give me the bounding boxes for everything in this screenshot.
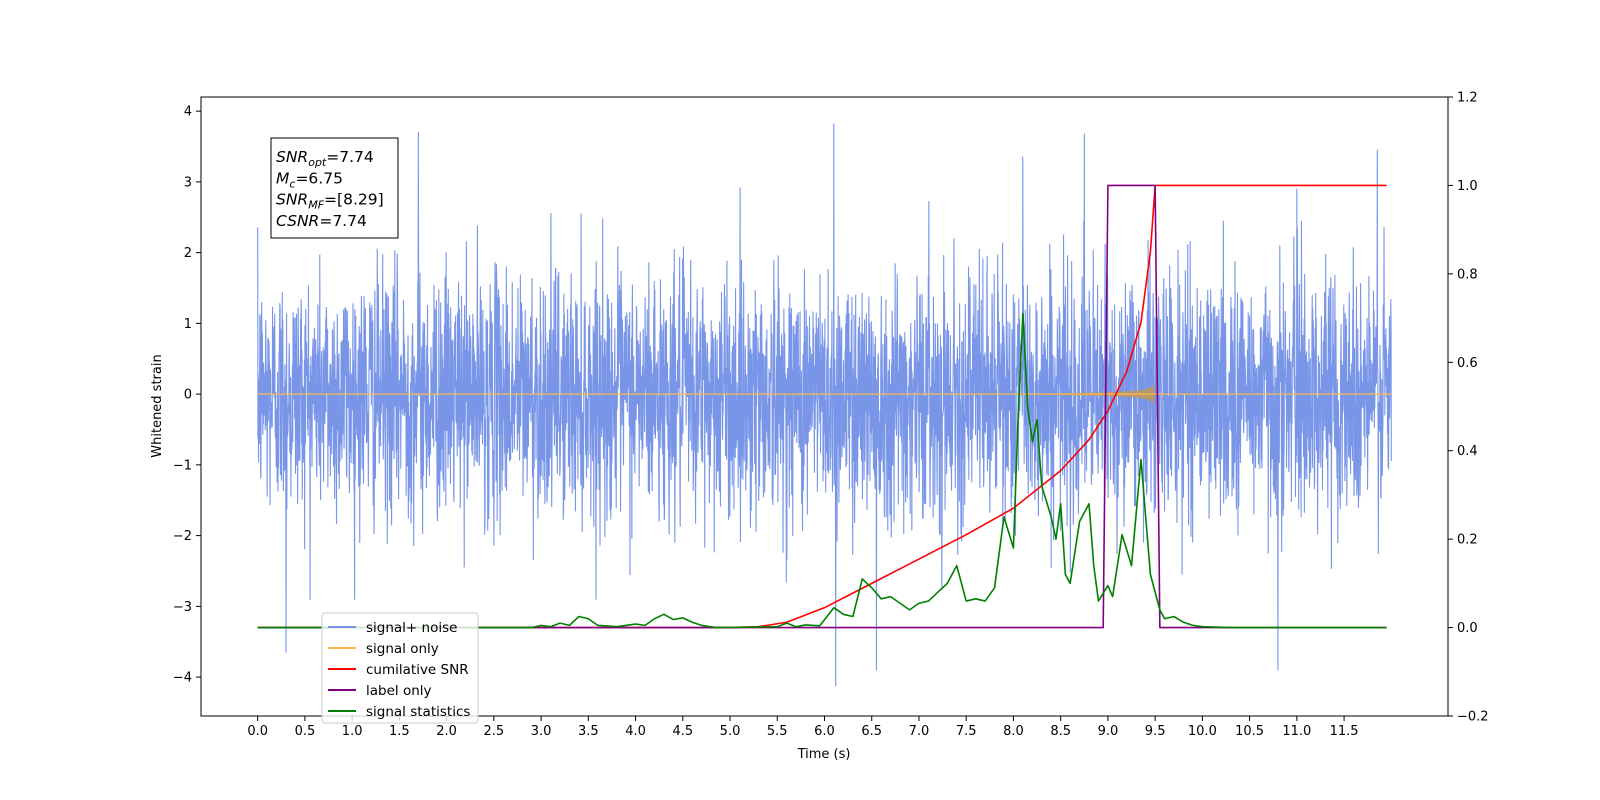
legend-label: signal+ noise (366, 620, 457, 636)
legend-label: cumilative SNR (366, 662, 469, 678)
legend-label: label only (366, 683, 432, 699)
info-line: SNRMF=[8.29] (276, 191, 384, 212)
x-tick-label: 8.0 (1003, 724, 1024, 739)
x-tick-label: 0.0 (247, 724, 268, 739)
y-tick-label: 0 (184, 388, 192, 403)
x-tick-label: 1.5 (389, 724, 410, 739)
x-tick-label: 3.0 (531, 724, 552, 739)
y2-tick-label: 1.0 (1457, 179, 1478, 194)
info-box-frame (270, 137, 399, 239)
y2-tick-label: 0.6 (1457, 356, 1478, 371)
x-tick-label: 10.0 (1188, 724, 1217, 739)
x-tick-label: 4.0 (625, 724, 646, 739)
info-line: Mc=6.75 (276, 169, 343, 190)
y-tick-label: −1 (173, 458, 192, 473)
series-signal-statistics (257, 312, 1387, 629)
y2-tick-label: 0.0 (1457, 621, 1478, 636)
y-axis-right: −0.2 0.0 0.2 0.4 0.6 0.8 1.0 1.2 (1448, 91, 1489, 725)
y-axis-left: −4 −3 −2 −1 0 1 2 3 4 (173, 105, 201, 686)
series-label-only (257, 184, 1387, 629)
y-tick-label: −3 (173, 600, 192, 615)
x-tick-label: 6.5 (861, 724, 882, 739)
legend-label: signal only (366, 641, 439, 657)
x-tick-label: 2.0 (436, 724, 457, 739)
y2-tick-label: −0.2 (1457, 710, 1489, 725)
y-axis-label: Whitened strain (150, 354, 165, 457)
y2-tick-label: 1.2 (1457, 91, 1478, 106)
x-tick-label: 9.0 (1098, 724, 1119, 739)
x-tick-label: 0.5 (295, 724, 316, 739)
y-tick-label: 4 (184, 105, 192, 120)
x-tick-label: 3.5 (578, 724, 599, 739)
x-tick-label: 9.5 (1145, 724, 1166, 739)
x-tick-label: 7.0 (909, 724, 930, 739)
x-tick-label: 2.5 (484, 724, 505, 739)
y2-tick-label: 0.4 (1457, 444, 1478, 459)
y2-tick-label: 0.8 (1457, 267, 1478, 282)
x-tick-label: 7.5 (956, 724, 977, 739)
legend-frame (321, 612, 479, 724)
x-tick-label: 10.5 (1235, 724, 1264, 739)
y2-tick-label: 0.2 (1457, 533, 1478, 548)
y-tick-label: 3 (184, 175, 192, 190)
y-tick-label: −2 (173, 529, 192, 544)
x-tick-label: 11.5 (1330, 724, 1359, 739)
x-tick-label: 4.5 (672, 724, 693, 739)
legend: signal+ noise signal only cumilative SNR la… (321, 612, 479, 724)
x-tick-label: 1.0 (342, 724, 363, 739)
x-tick-label: 5.5 (767, 724, 788, 739)
x-tick-label: 11.0 (1282, 724, 1311, 739)
legend-label: signal statistics (366, 704, 470, 720)
y-tick-label: 1 (184, 317, 192, 332)
x-axis-label: Time (s) (797, 747, 851, 762)
info-line: SNRopt=7.74 (276, 148, 374, 169)
series-signal-noise (257, 123, 1392, 687)
y-tick-label: 2 (184, 246, 192, 261)
series-cumilative-snr (257, 184, 1387, 629)
x-tick-label: 6.0 (814, 724, 835, 739)
series-layer (257, 123, 1392, 687)
x-tick-label: 5.0 (720, 724, 741, 739)
info-line: CSNR=7.74 (276, 212, 367, 230)
x-tick-label: 8.5 (1050, 724, 1071, 739)
y-tick-label: −4 (173, 671, 192, 686)
x-axis: 0.0 0.5 1.0 1.5 2.0 2.5 3.0 3.5 4.0 4.5 5.0 5.5 6.0 6… (247, 716, 1359, 739)
